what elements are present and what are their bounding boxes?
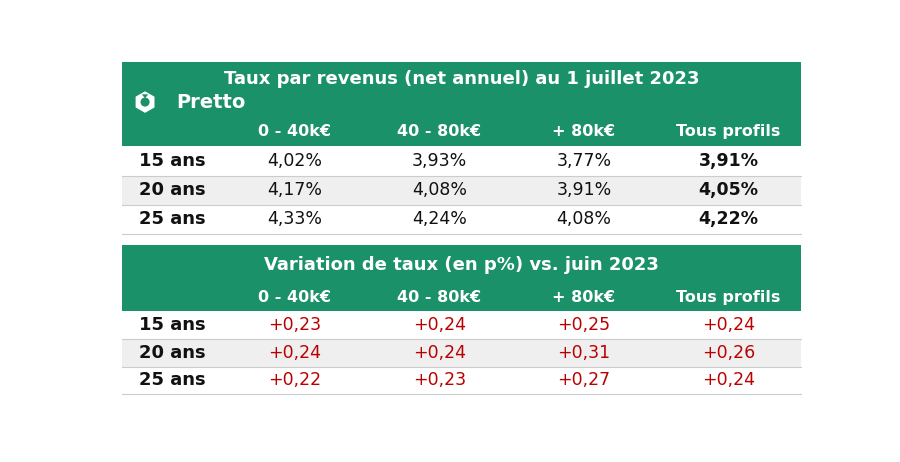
Text: 4,05%: 4,05% <box>698 181 759 199</box>
Bar <box>122 311 801 339</box>
Text: 40 - 80k€: 40 - 80k€ <box>397 124 482 139</box>
Text: +0,31: +0,31 <box>557 344 610 362</box>
Text: 20 ans: 20 ans <box>139 181 205 199</box>
PathPatch shape <box>136 91 155 113</box>
Text: 4,24%: 4,24% <box>412 211 467 228</box>
Bar <box>122 146 801 176</box>
Bar <box>122 366 801 394</box>
Text: Tous profils: Tous profils <box>676 124 780 139</box>
Text: Taux par revenus (net annuel) au 1 juillet 2023: Taux par revenus (net annuel) au 1 juill… <box>223 70 699 88</box>
Text: 40 - 80k€: 40 - 80k€ <box>397 291 482 305</box>
Text: 25 ans: 25 ans <box>139 371 205 389</box>
Text: +0,24: +0,24 <box>413 344 466 362</box>
Text: 15 ans: 15 ans <box>139 316 205 334</box>
Bar <box>122 205 801 234</box>
Text: +0,23: +0,23 <box>413 371 466 389</box>
Bar <box>122 285 801 311</box>
Text: +0,26: +0,26 <box>702 344 755 362</box>
Text: 4,08%: 4,08% <box>412 181 467 199</box>
Text: 0 - 40k€: 0 - 40k€ <box>258 124 331 139</box>
Text: +0,24: +0,24 <box>702 371 755 389</box>
Text: +0,24: +0,24 <box>413 316 466 334</box>
Text: 3,77%: 3,77% <box>556 152 611 170</box>
Text: 4,33%: 4,33% <box>267 211 322 228</box>
Text: 15 ans: 15 ans <box>139 152 205 170</box>
Text: 4,17%: 4,17% <box>267 181 322 199</box>
Circle shape <box>140 97 149 107</box>
Text: 3,93%: 3,93% <box>411 152 467 170</box>
Text: 20 ans: 20 ans <box>139 344 205 362</box>
Text: 4,22%: 4,22% <box>698 211 759 228</box>
Text: 25 ans: 25 ans <box>139 211 205 228</box>
Text: +0,25: +0,25 <box>557 316 610 334</box>
Text: Variation de taux (en p%) vs. juin 2023: Variation de taux (en p%) vs. juin 2023 <box>264 256 659 274</box>
Text: 0 - 40k€: 0 - 40k€ <box>258 291 331 305</box>
Text: Pretto: Pretto <box>176 92 246 111</box>
Text: Tous profils: Tous profils <box>676 291 780 305</box>
Text: +0,27: +0,27 <box>557 371 610 389</box>
Text: + 80k€: + 80k€ <box>553 124 616 139</box>
Text: +0,24: +0,24 <box>702 316 755 334</box>
Bar <box>122 117 801 146</box>
Text: 3,91%: 3,91% <box>698 152 759 170</box>
Bar <box>122 61 801 117</box>
Bar <box>122 245 801 285</box>
Text: +0,24: +0,24 <box>268 344 321 362</box>
Text: +0,22: +0,22 <box>268 371 321 389</box>
Text: + 80k€: + 80k€ <box>553 291 616 305</box>
PathPatch shape <box>142 94 148 98</box>
Bar <box>122 339 801 366</box>
Text: 4,08%: 4,08% <box>556 211 611 228</box>
Bar <box>122 176 801 205</box>
Text: 3,91%: 3,91% <box>556 181 611 199</box>
Text: 4,02%: 4,02% <box>267 152 322 170</box>
Text: +0,23: +0,23 <box>268 316 321 334</box>
